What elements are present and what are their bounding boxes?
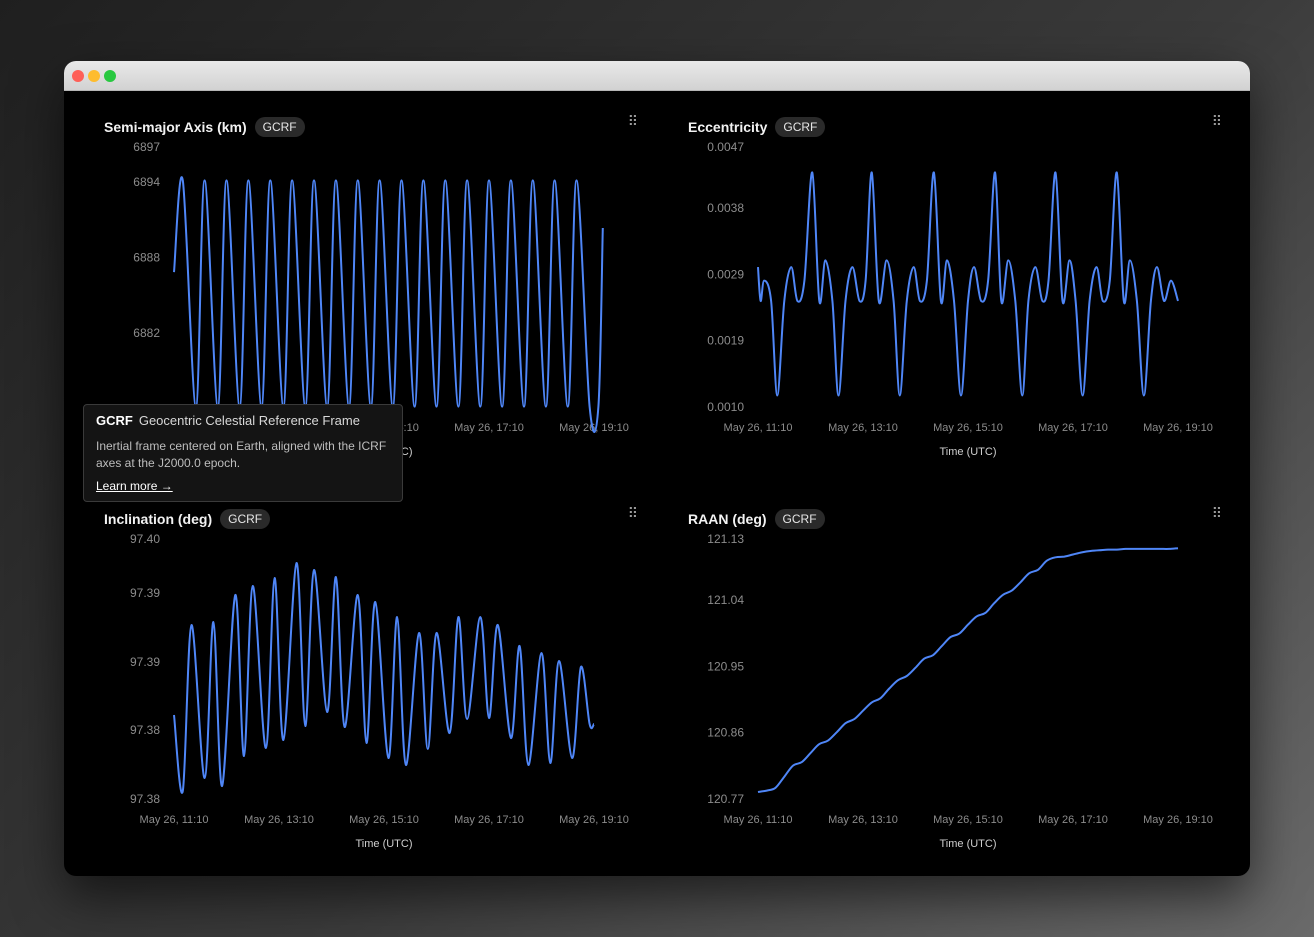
chart-svg: 0.0047 0.0038 0.0029 0.0019 0.0010 May 26, 11… [707,140,1213,458]
y-tick-label: 97.39 [130,655,160,669]
x-tick-label: May 26, 17:10 [1038,814,1108,826]
y-tick-label: 120.95 [707,659,744,673]
panel-title: Eccentricity GCRF [688,117,826,137]
y-tick-label: 97.38 [130,723,160,737]
y-tick-label: 120.77 [707,792,744,806]
y-tick-label: 0.0019 [707,334,744,348]
y-tick-label: 0.0010 [707,400,744,414]
title-bar [64,61,1250,91]
x-tick-label: May 26, 11:10 [724,814,793,826]
panel-title: Inclination (deg) GCRF [104,509,271,529]
chart-panel-raan: RAAN (deg) GCRF ⠿ 121.13 121.04 120.95 120.… [648,483,1240,875]
x-tick-label: May 26, 13:10 [244,814,314,826]
x-tick-label: May 26, 17:10 [454,814,524,826]
tooltip-code: GCRF [96,413,133,428]
y-tick-label: 97.38 [130,792,160,806]
drag-handle-icon[interactable]: ⠿ [627,505,638,521]
frame-badge[interactable]: GCRF [775,117,826,137]
close-window-button[interactable] [72,70,84,82]
x-tick-label: May 26, 17:10 [454,422,524,434]
frame-badge[interactable]: GCRF [774,509,825,529]
chart-svg: 121.13 121.04 120.95 120.86 120.77 May 26, 11… [707,532,1213,850]
chart-title: RAAN (deg) [688,511,767,527]
x-axis-label: Time (UTC) [939,838,996,850]
series-line [757,547,1179,793]
x-tick-label: May 26, 19:10 [559,422,629,434]
drag-handle-icon[interactable]: ⠿ [1211,113,1222,129]
series-line [757,171,1179,397]
x-tick-label: May 26, 19:10 [1143,814,1213,826]
y-tick-label: 6897 [133,140,160,154]
y-tick-label: 121.04 [707,593,744,607]
y-tick-label: 6888 [133,251,160,265]
learn-more-link[interactable]: Learn more → [96,479,173,493]
chart-panel-inclination: Inclination (deg) GCRF ⠿ 97.40 97.39 97.39… [64,483,656,875]
x-tick-label: May 26, 15:10 [933,422,1003,434]
x-tick-label: May 26, 11:10 [724,422,793,434]
x-tick-label: May 26, 17:10 [1038,422,1108,434]
frame-badge[interactable]: GCRF [220,509,271,529]
tooltip-description: Inertial frame centered on Earth, aligne… [96,439,387,470]
panel-title: Semi-major Axis (km) GCRF [104,117,305,137]
drag-handle-icon[interactable]: ⠿ [627,113,638,129]
frame-badge[interactable]: GCRF [254,117,305,137]
x-tick-label: May 26, 19:10 [559,814,629,826]
y-tick-label: 0.0047 [707,140,744,154]
chart-panel-eccentricity: Eccentricity GCRF ⠿ 0.0047 0.0038 0.0029 0.… [648,91,1240,483]
x-tick-label: May 26, 11:10 [140,814,209,826]
frame-tooltip: GCRF Geocentric Celestial Reference Frame… [83,404,403,502]
panel-title: RAAN (deg) GCRF [688,509,825,529]
series-line [173,176,604,433]
y-tick-label: 0.0038 [707,201,744,215]
chart-svg: 97.40 97.39 97.39 97.38 97.38 May 26, 11:10 Ma… [130,532,629,850]
y-tick-label: 120.86 [707,726,744,740]
x-axis-label: Time (UTC) [939,446,996,458]
chart-title: Semi-major Axis (km) [104,119,247,135]
x-axis-label: Time (UTC) [355,838,412,850]
tooltip-name: Geocentric Celestial Reference Frame [138,413,360,428]
y-tick-label: 97.39 [130,586,160,600]
series-line [173,561,595,794]
chart-title: Eccentricity [688,119,768,135]
x-tick-label: May 26, 19:10 [1143,422,1213,434]
x-tick-label: May 26, 13:10 [828,422,898,434]
minimize-window-button[interactable] [88,70,100,82]
y-tick-label: 6894 [133,175,160,189]
y-tick-label: 0.0029 [707,267,744,281]
app-window: Semi-major Axis (km) GCRF ⠿ 6897 6894 6888… [64,61,1250,876]
y-tick-label: 97.40 [130,532,160,546]
y-tick-label: 121.13 [707,532,744,546]
drag-handle-icon[interactable]: ⠿ [1211,505,1222,521]
y-tick-label: 6882 [133,326,160,340]
x-tick-label: May 26, 15:10 [933,814,1003,826]
x-tick-label: May 26, 15:10 [349,814,419,826]
chart-title: Inclination (deg) [104,511,213,527]
x-tick-label: May 26, 13:10 [828,814,898,826]
zoom-window-button[interactable] [104,70,116,82]
